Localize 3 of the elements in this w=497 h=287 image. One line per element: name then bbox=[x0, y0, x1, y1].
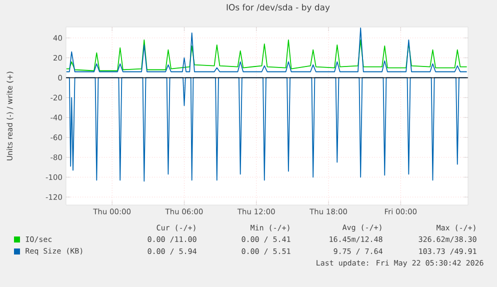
line-series bbox=[66, 39, 468, 72]
line-series bbox=[66, 28, 468, 72]
chart-title: IOs for /dev/sda - by day bbox=[226, 4, 330, 12]
